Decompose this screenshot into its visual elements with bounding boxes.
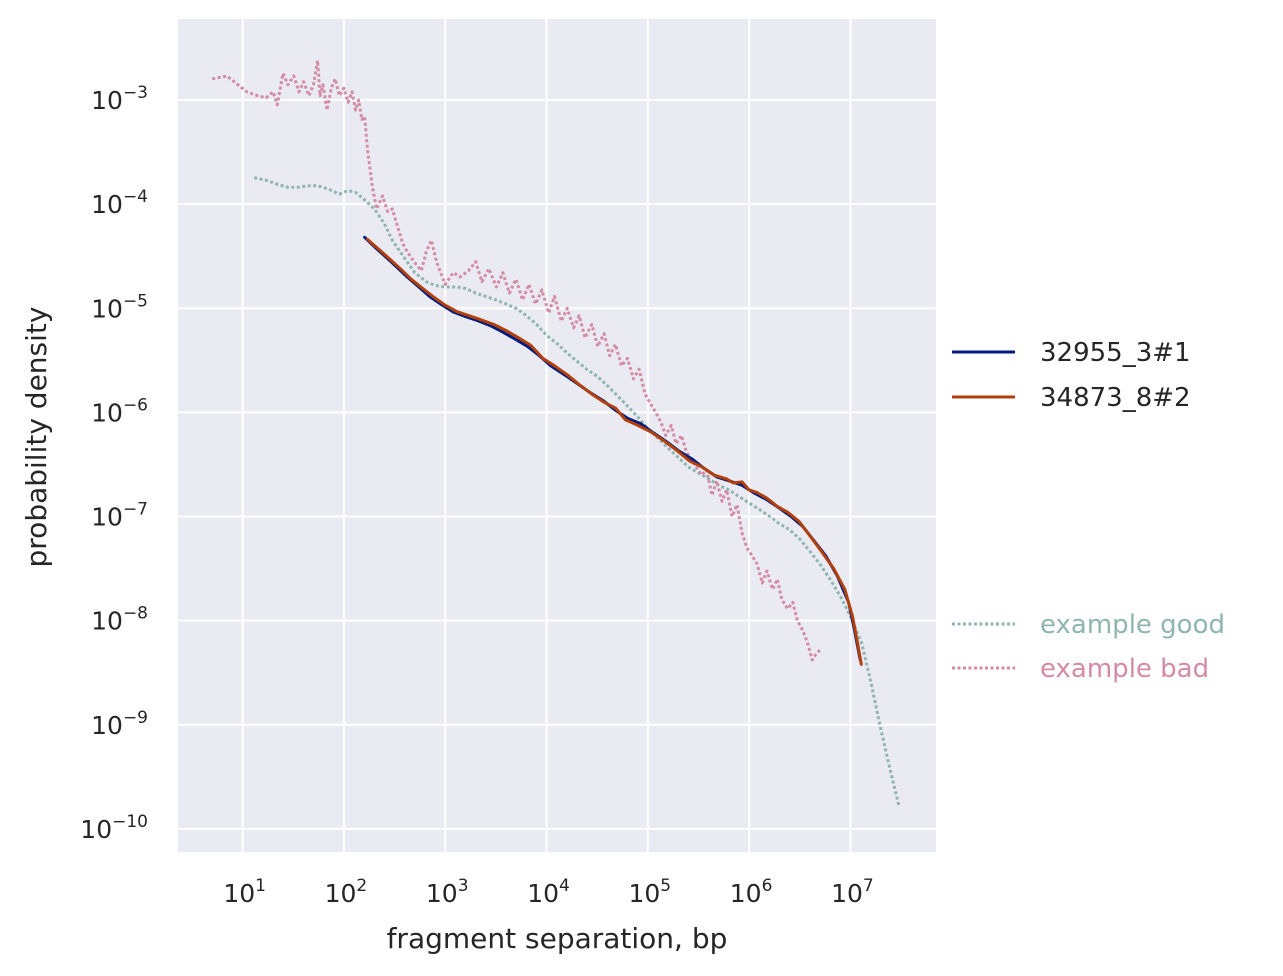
series-line-example-bad bbox=[211, 58, 821, 662]
series-lines bbox=[211, 58, 901, 806]
y-tick-label: 10−3 bbox=[91, 83, 148, 115]
x-tick-label: 107 bbox=[831, 876, 874, 908]
legend-label: example good bbox=[1040, 610, 1225, 640]
y-tick-label: 10−4 bbox=[91, 187, 148, 219]
x-axis-title: fragment separation, bp bbox=[387, 922, 728, 955]
series-line-example-good bbox=[253, 176, 901, 806]
x-tick-label: 105 bbox=[628, 876, 671, 908]
y-tick-labels: 10−3 10−4 10−5 10−6 10−7 10−8 10−9 10−10 bbox=[80, 83, 148, 844]
x-tick-label: 102 bbox=[325, 876, 368, 908]
x-tick-label: 104 bbox=[527, 876, 570, 908]
series-line-34873-8-2 bbox=[365, 237, 863, 666]
x-grid-lines bbox=[241, 19, 852, 852]
x-tick-labels: 101 102 103 104 105 106 107 bbox=[223, 876, 873, 908]
y-tick-label: 10−7 bbox=[91, 500, 148, 532]
y-axis-title: probability density bbox=[20, 307, 53, 568]
y-tick-label: 10−5 bbox=[91, 291, 148, 323]
x-tick-label: 106 bbox=[730, 876, 773, 908]
x-tick-label: 101 bbox=[223, 876, 266, 908]
legend-label: 32955_3#1 bbox=[1040, 338, 1191, 368]
y-tick-label: 10−10 bbox=[80, 812, 148, 844]
legend-label: example bad bbox=[1040, 654, 1209, 684]
x-tick-label: 103 bbox=[426, 876, 469, 908]
y-tick-label: 10−8 bbox=[91, 604, 148, 636]
y-tick-label: 10−9 bbox=[91, 708, 148, 740]
y-tick-label: 10−6 bbox=[91, 395, 148, 427]
legend-label: 34873_8#2 bbox=[1040, 383, 1191, 413]
plot-background bbox=[178, 19, 936, 852]
